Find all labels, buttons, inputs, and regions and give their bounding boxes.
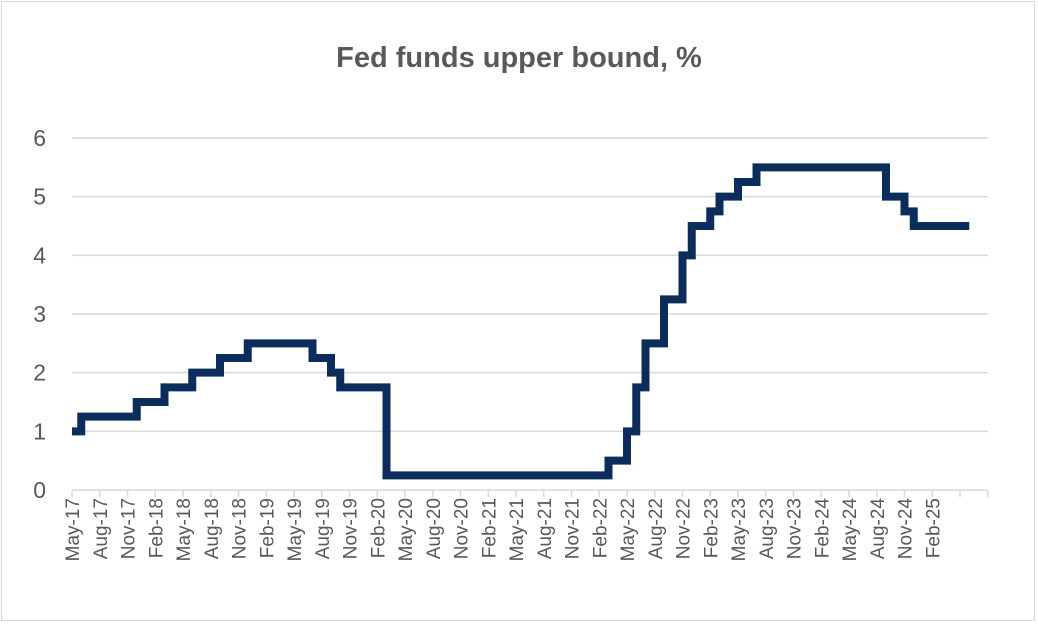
x-tick-label: Aug-18 — [202, 498, 223, 559]
x-tick-label: May-21 — [507, 498, 528, 561]
x-tick-label: Feb-24 — [812, 498, 833, 559]
x-tick-label: Nov-19 — [341, 498, 362, 559]
chart-title: Fed funds upper bound, % — [336, 42, 702, 74]
y-axis-ticks: 0 1 2 3 4 5 6 — [33, 125, 46, 503]
x-tick-label: Feb-19 — [257, 498, 278, 558]
x-tick-label: May-17 — [63, 498, 84, 561]
x-tick-label: Aug-24 — [868, 498, 889, 560]
y-tick-label: 6 — [33, 125, 46, 151]
x-tick-label: Feb-21 — [479, 498, 500, 558]
x-tick-label: Feb-18 — [146, 498, 167, 558]
y-tick-label: 5 — [33, 184, 46, 210]
x-axis: May-17 Aug-17 Nov-17 Feb-18 May-18 Aug-18 Nov-… — [63, 489, 989, 562]
x-tick-label: Feb-25 — [923, 498, 944, 558]
x-tick-label: Nov-18 — [230, 498, 251, 559]
x-tick-label: Aug-20 — [424, 498, 445, 559]
y-tick-label: 4 — [33, 242, 46, 268]
x-tick-label: Nov-23 — [785, 498, 806, 559]
x-tick-label: Feb-22 — [590, 498, 611, 558]
y-tick-label: 3 — [33, 301, 46, 327]
x-tick-label: May-18 — [174, 498, 195, 561]
x-tick-label: Aug-21 — [535, 498, 556, 559]
x-tick-label: May-23 — [729, 498, 750, 561]
x-tick-label: May-20 — [396, 498, 417, 561]
x-tick-label: May-19 — [285, 498, 306, 561]
y-tick-label: 0 — [33, 477, 46, 503]
x-tick-label: Feb-23 — [701, 498, 722, 558]
x-tick-label: Aug-19 — [313, 498, 334, 559]
y-tick-label: 1 — [33, 418, 46, 444]
x-tick-label: Nov-17 — [119, 498, 140, 559]
x-tick-label: Feb-20 — [368, 498, 389, 558]
series-line — [72, 163, 970, 480]
series-group — [72, 163, 970, 480]
y-tick-label: 2 — [33, 360, 46, 386]
x-tick-label: Aug-23 — [757, 498, 778, 559]
x-tick-label: Aug-17 — [91, 498, 112, 559]
x-tick-label: Nov-20 — [452, 498, 473, 559]
gridlines — [72, 137, 988, 433]
x-tick-label: Nov-22 — [674, 498, 695, 559]
x-tick-label: May-24 — [840, 498, 861, 562]
x-tick-label: Nov-24 — [896, 498, 917, 560]
x-tick-label: Nov-21 — [563, 498, 584, 559]
x-tick-label: Aug-22 — [646, 498, 667, 559]
x-tick-label: May-22 — [618, 498, 639, 561]
